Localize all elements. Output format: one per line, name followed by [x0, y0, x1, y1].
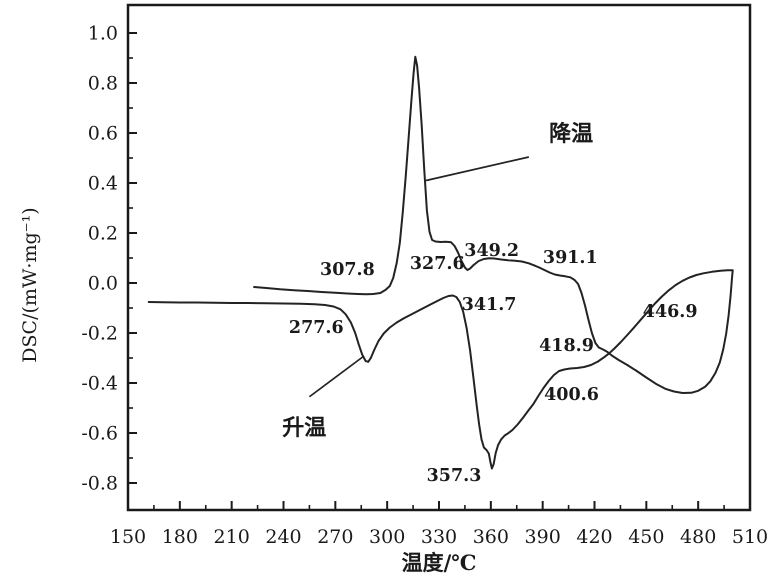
heating-curve	[147, 269, 734, 470]
annotation-349-2: 349.2	[464, 241, 519, 261]
annotation-327-6: 327.6	[410, 254, 465, 274]
x-tick-label: 420	[576, 526, 612, 548]
y-tick-label: 0.4	[88, 173, 118, 195]
y-tick-label: -0.8	[81, 473, 118, 495]
annotation-307-8: 307.8	[320, 260, 375, 280]
x-tick-label: 390	[525, 526, 561, 548]
x-tick-label: 210	[214, 526, 250, 548]
y-axis-title: DSC/(mW·mg⁻¹)	[19, 207, 41, 362]
y-tick-label: -0.4	[81, 373, 118, 395]
heating-label-leader-line	[308, 356, 364, 398]
x-tick-label: 480	[680, 526, 716, 548]
annotation-357-3: 357.3	[427, 466, 482, 486]
y-tick-label: 0.8	[88, 73, 118, 95]
y-tick-label: 1.0	[88, 23, 118, 45]
cooling-label: 降温	[549, 121, 593, 147]
annotation-446-9: 446.9	[643, 302, 698, 322]
cooling-label-leader-line	[425, 156, 530, 182]
heating-label: 升温	[282, 415, 326, 441]
y-tick-label: -0.2	[81, 323, 118, 345]
y-tick-label: 0.0	[88, 273, 118, 295]
x-tick-label: 180	[162, 526, 198, 548]
x-tick-label: 450	[628, 526, 664, 548]
y-tick-label: -0.6	[81, 423, 118, 445]
x-tick-label: 300	[369, 526, 405, 548]
x-tick-label: 330	[421, 526, 457, 548]
plot-area: 150 180 210 240 270 300 330 360 390 420 450 480 510 1…	[81, 3, 768, 548]
y-tick-label: 0.2	[88, 223, 118, 245]
annotation-418-9: 418.9	[539, 336, 594, 356]
annotation-391-1: 391.1	[543, 248, 598, 268]
x-axis-title: 温度/℃	[402, 550, 477, 575]
x-tick-label: 510	[732, 526, 768, 548]
annotation-341-7: 341.7	[462, 295, 517, 315]
x-tick-label: 270	[317, 526, 353, 548]
cooling-curve	[253, 55, 734, 394]
x-tick-label: 240	[265, 526, 301, 548]
annotation-277-6: 277.6	[289, 318, 344, 338]
annotation-400-6: 400.6	[544, 385, 599, 405]
x-tick-label: 360	[473, 526, 509, 548]
y-tick-label: 0.6	[88, 123, 118, 145]
x-tick-label: 150	[110, 526, 146, 548]
